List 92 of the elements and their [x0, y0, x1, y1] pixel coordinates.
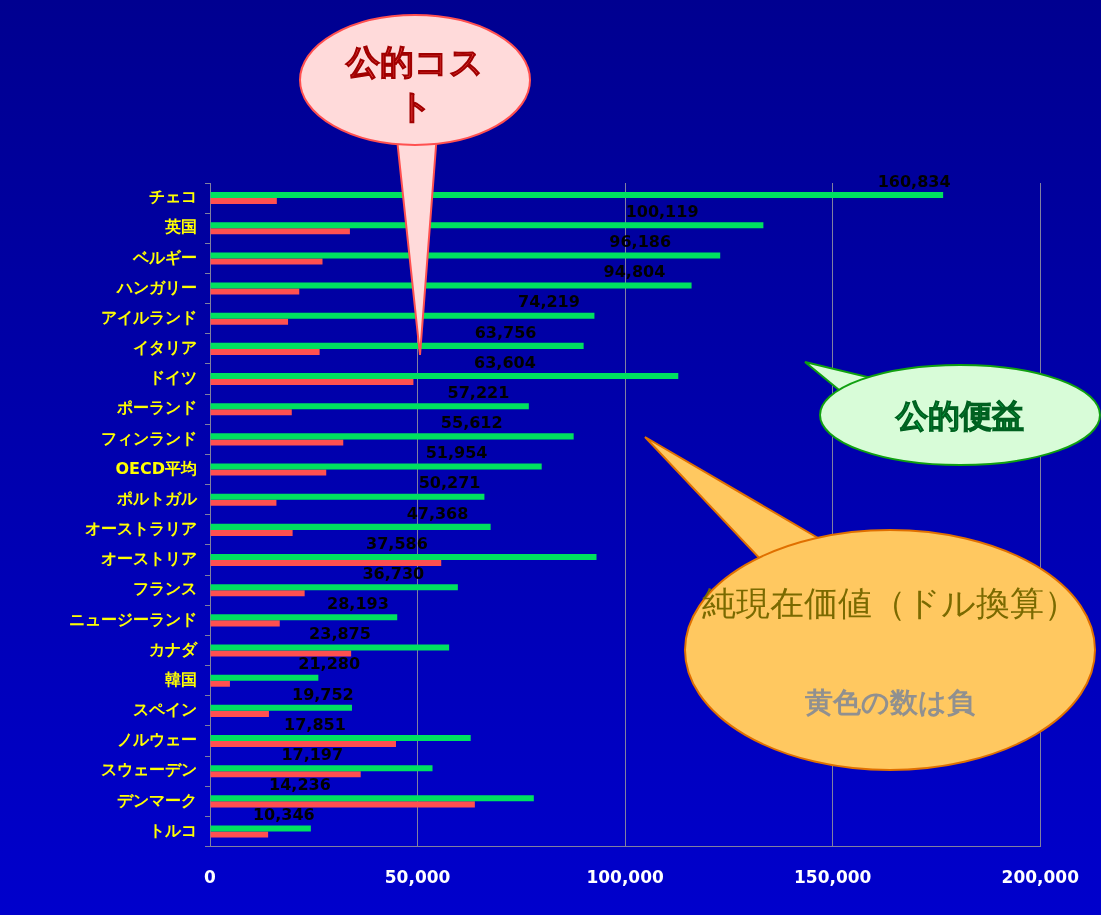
bar [210, 680, 230, 687]
bar [210, 825, 311, 832]
bar [210, 493, 485, 500]
y-tick-label: フィンランド [101, 428, 197, 448]
x-tick-label: 100,000 [586, 867, 665, 888]
annotation: 28,193 [327, 594, 389, 614]
y-tick-label: 韓国 [165, 669, 197, 689]
bar [210, 650, 352, 657]
bar [210, 584, 458, 591]
bar [210, 831, 269, 838]
x-tick-label: 50,000 [384, 867, 451, 888]
bar [210, 523, 491, 530]
bar [210, 735, 471, 742]
bar [210, 379, 414, 386]
bar [210, 312, 595, 319]
y-tick-label: フランス [133, 579, 197, 599]
annotation: 23,875 [309, 624, 371, 644]
bar [210, 590, 305, 597]
annotation: 10,346 [252, 805, 315, 825]
bar [210, 198, 277, 205]
y-tick-label: アイルランド [101, 307, 197, 327]
x-tick-label: 150,000 [794, 867, 872, 888]
y-tick-label: ベルギー [132, 247, 197, 267]
annotation: 50,271 [418, 473, 481, 493]
annotation: 57,221 [447, 382, 510, 402]
annotation: 純現在価値（ドル換算） [701, 582, 1079, 625]
annotation: 74,219 [518, 292, 580, 312]
annotation: 14,236 [269, 775, 331, 795]
x-tick-label: 200,000 [1001, 867, 1080, 888]
bar [210, 614, 398, 621]
y-tick-label: イタリア [133, 338, 197, 358]
y-tick-label: チェコ [149, 187, 197, 207]
annotation: 160,834 [877, 171, 951, 191]
bar [210, 348, 320, 355]
annotation: 17,197 [281, 744, 344, 764]
y-tick-label: ハンガリー [116, 277, 197, 297]
x-tick-label: 0 [204, 867, 217, 888]
bar [210, 222, 764, 229]
y-tick-label: カナダ [149, 639, 198, 659]
bar [210, 529, 293, 536]
bar [210, 795, 534, 802]
bar [210, 644, 450, 651]
bar [210, 403, 529, 410]
annotation: 63,604 [474, 352, 536, 372]
y-tick-label: ドイツ [149, 368, 197, 388]
text: 公的便益 [894, 396, 1025, 437]
bar [210, 741, 396, 748]
annotation: 黄色の数は負 [804, 685, 976, 721]
y-tick-label: スペイン [133, 700, 197, 720]
annotation: 55,612 [440, 413, 503, 433]
y-tick-label: ポーランド [116, 398, 197, 418]
bar [210, 228, 350, 235]
y-tick-label: ノルウェー [117, 730, 197, 750]
bar [210, 674, 319, 681]
bar [210, 439, 344, 446]
annotation: 17,851 [284, 714, 346, 734]
bar [210, 463, 542, 470]
y-tick-label: ポルトガル [116, 488, 198, 508]
bar [210, 704, 352, 711]
y-tick-label: OECD平均 [115, 458, 197, 478]
bar [210, 288, 300, 295]
bar [210, 710, 269, 717]
bar [210, 258, 323, 265]
annotation: 21,280 [298, 654, 361, 674]
bar [210, 192, 944, 199]
bar [210, 801, 475, 808]
text: 公的コスト [344, 41, 485, 128]
bar [210, 499, 277, 506]
bar [210, 409, 292, 416]
bar [210, 469, 327, 476]
y-tick-label: 英国 [164, 217, 197, 237]
bar [210, 433, 574, 440]
bar [210, 342, 584, 349]
bar [210, 620, 280, 627]
bar [210, 560, 442, 567]
bar [210, 252, 721, 259]
bar [210, 373, 679, 380]
y-tick-label: スウェーデン [101, 760, 197, 780]
y-tick-label: デンマーク [117, 790, 197, 810]
bar [210, 765, 433, 772]
annotation: 51,954 [425, 443, 488, 463]
bar [210, 282, 692, 289]
y-tick-label: トルコ [149, 820, 197, 840]
y-tick-label: オーストラリア [85, 519, 197, 539]
bar [210, 771, 361, 778]
y-tick-label: オーストリア [101, 549, 197, 569]
bar [210, 554, 597, 561]
y-tick-label: ニュージーランド [69, 609, 197, 629]
annotation: 19,752 [292, 684, 354, 704]
annotation: 100,119 [625, 201, 699, 221]
bar [210, 318, 289, 325]
annotation: 63,756 [474, 322, 537, 342]
